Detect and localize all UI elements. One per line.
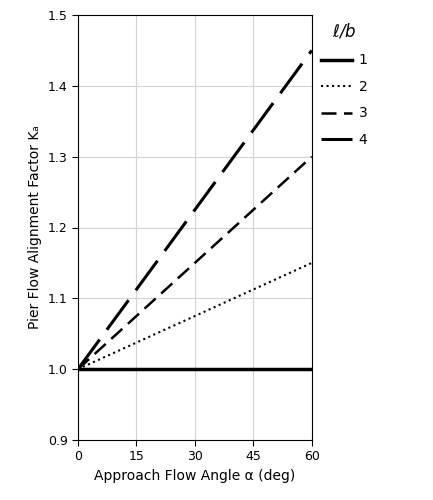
Y-axis label: Pier Flow Alignment Factor Kₐ: Pier Flow Alignment Factor Kₐ [28,126,42,330]
Legend: 1, 2, 3, 4: 1, 2, 3, 4 [321,22,368,147]
X-axis label: Approach Flow Angle α (deg): Approach Flow Angle α (deg) [94,469,295,483]
